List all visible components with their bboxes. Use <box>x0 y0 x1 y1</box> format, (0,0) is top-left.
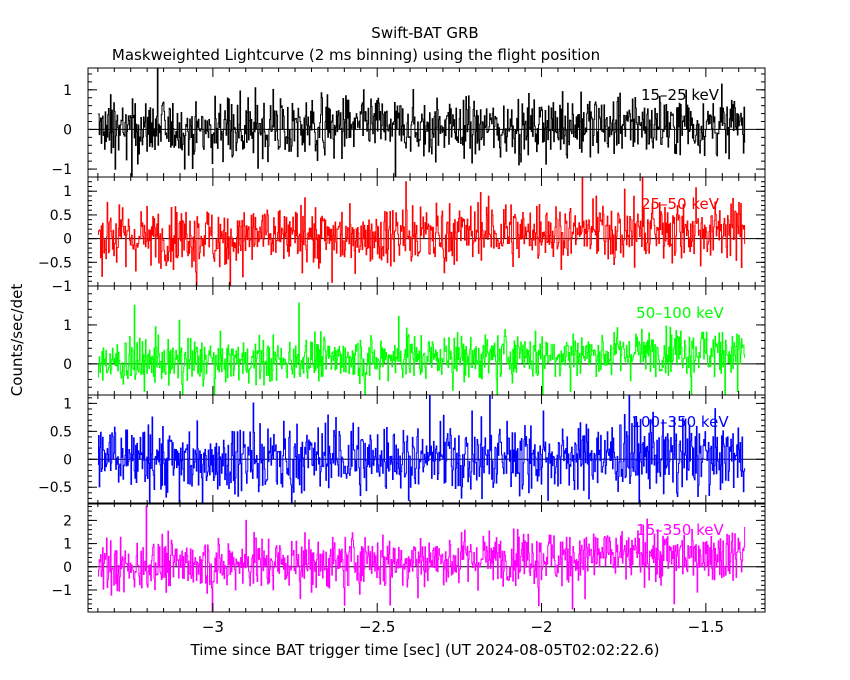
x-tick-label: −1.5 <box>688 618 724 636</box>
y-axis-label: Counts/sec/det <box>8 284 26 397</box>
lightcurve-series <box>97 68 746 177</box>
y-tick-label: 0.5 <box>50 424 72 440</box>
y-tick-label: −1 <box>51 162 72 178</box>
y-tick-label: 0 <box>63 122 72 138</box>
y-tick-label: −1 <box>51 583 72 599</box>
y-tick-label: 1 <box>63 184 72 200</box>
y-tick-label: 1 <box>63 396 72 412</box>
y-tick-label: 0 <box>63 357 72 373</box>
y-tick-label: −1 <box>51 279 72 295</box>
lightcurve-series <box>97 302 746 395</box>
y-tick-label: −0.5 <box>38 480 72 496</box>
band-label: 15–350 keV <box>636 521 724 539</box>
band-label: 100–350 keV <box>631 413 729 431</box>
y-tick-label: 0 <box>63 232 72 248</box>
y-tick-label: 0 <box>63 452 72 468</box>
panel-15-25-kev: 15–25 keV −1 0 1 <box>51 67 766 178</box>
figure-subtitle: Maskweighted Lightcurve (2 ms binning) u… <box>112 46 600 64</box>
lightcurve-series <box>97 505 746 612</box>
lightcurve-series <box>97 177 746 286</box>
lightcurve-series <box>97 395 746 504</box>
figure-title: Swift-BAT GRB <box>371 24 478 42</box>
band-label: 15–25 keV <box>641 86 720 104</box>
x-tick-label: −2.5 <box>359 618 395 636</box>
y-tick-label: 1 <box>63 537 72 553</box>
x-axis-label: Time since BAT trigger time [sec] (UT 20… <box>190 641 660 659</box>
y-tick-label: −0.5 <box>38 255 72 271</box>
y-tick-label: 1 <box>63 318 72 334</box>
y-tick-label: 0.5 <box>50 208 72 224</box>
y-tick-label: 2 <box>63 513 72 529</box>
panel-25-50-kev: 25–50 keV −1 −0.5 0 0.5 1 <box>38 176 766 295</box>
panel-15-350-kev: 15–350 keV −1 0 1 2 −3 −2.5 −2 −1.5 <box>51 502 766 636</box>
x-tick-label: −3 <box>202 618 224 636</box>
y-tick-label: 0 <box>63 560 72 576</box>
band-label: 25–50 keV <box>641 195 720 213</box>
panel-50-100-kev: 50–100 keV 0 1 <box>63 285 766 396</box>
band-label: 50–100 keV <box>636 304 724 322</box>
x-tick-label: −2 <box>530 618 552 636</box>
y-tick-label: 1 <box>63 83 72 99</box>
